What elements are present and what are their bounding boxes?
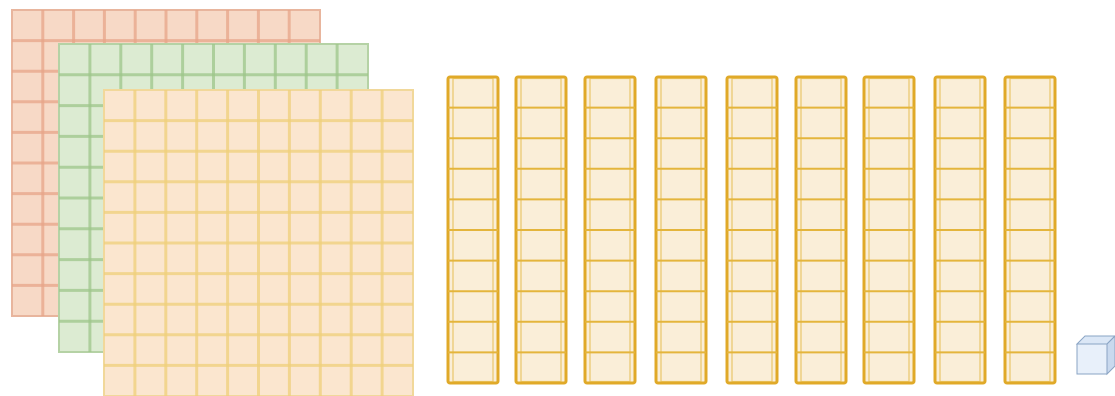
ten-rods — [446, 75, 1057, 385]
rod — [794, 75, 848, 385]
rod — [514, 75, 568, 385]
flat-yellow — [103, 89, 414, 396]
rod — [1003, 75, 1057, 385]
unit-cube — [1075, 335, 1115, 376]
rod — [862, 75, 916, 385]
rod — [933, 75, 987, 385]
rod — [654, 75, 708, 385]
rod — [583, 75, 637, 385]
hundred-flats — [11, 9, 414, 396]
unit-cubes — [1075, 335, 1115, 376]
unit-cube-front — [1076, 343, 1108, 375]
rod — [725, 75, 779, 385]
rod — [446, 75, 500, 385]
